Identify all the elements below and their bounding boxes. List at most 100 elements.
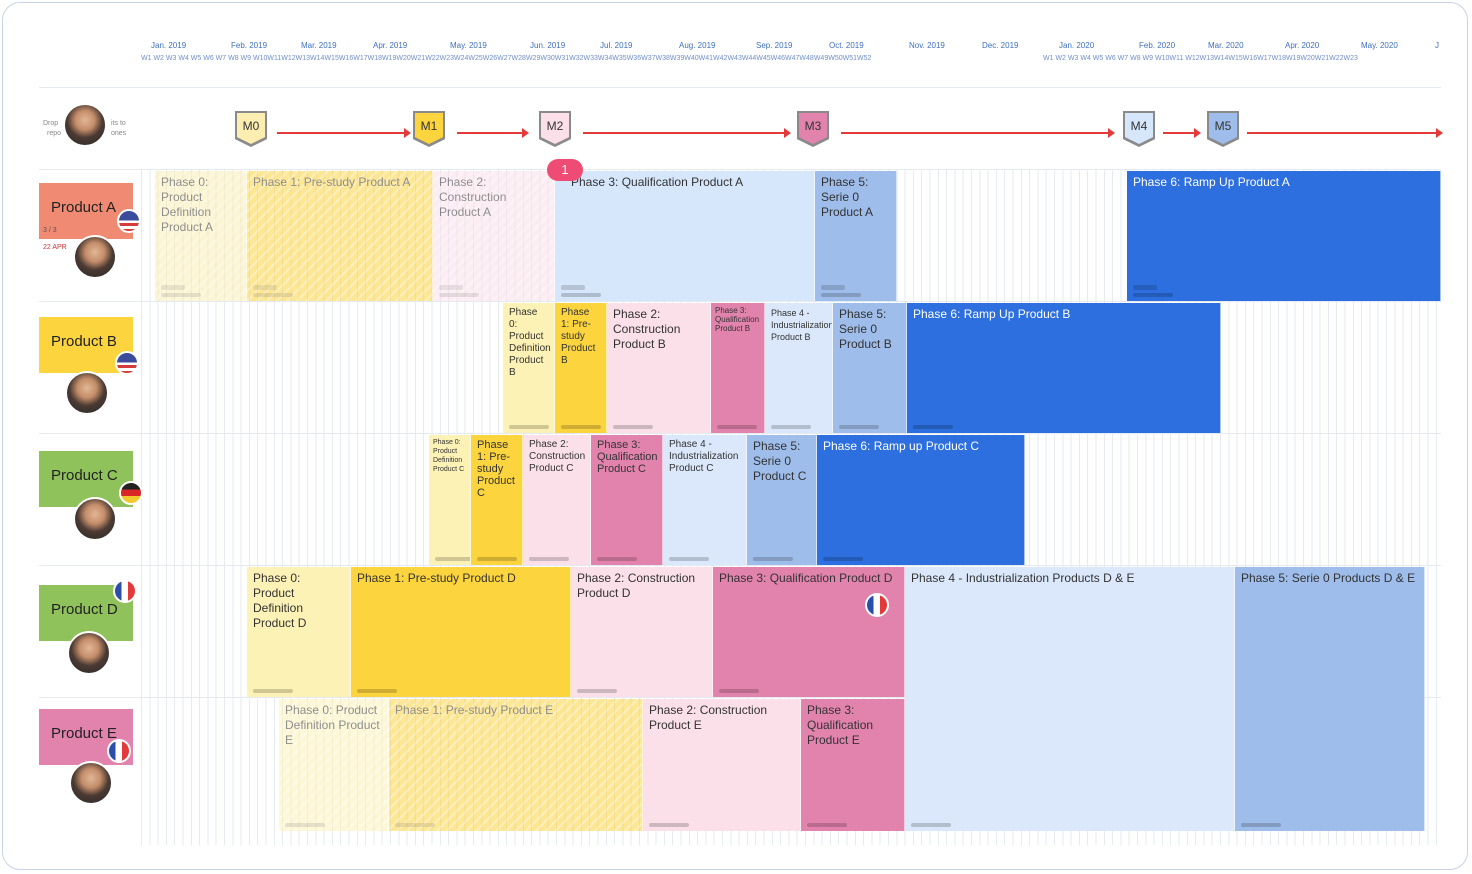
phase-title: Phase 3: Qualification Product D (719, 571, 893, 585)
milestone-label: M5 (1209, 113, 1237, 144)
phase-card[interactable]: Phase 2: Construction Product A (433, 171, 555, 301)
phase-card[interactable]: Phase 5: Serie 0 Product A (815, 171, 897, 301)
product-label-a[interactable]: Product A (39, 183, 133, 239)
phase-card[interactable]: Phase 1: Pre-study Product B (555, 303, 607, 433)
phase-card[interactable]: Phase 2: Construction Product D (571, 567, 713, 697)
phase-card[interactable]: Phase 0: Product Definition Product E (279, 699, 389, 831)
month-label: May. 2019 (450, 41, 487, 50)
phase-card[interactable]: Phase 3: Qualification Product B (711, 303, 765, 433)
month-label: Jan. 2019 (151, 41, 187, 50)
milestone-m2[interactable]: M2 (539, 111, 571, 147)
phase-card[interactable]: Phase 3: Qualification Product E (801, 699, 905, 831)
phase-card[interactable]: Phase 2: Construction Product C (523, 435, 591, 565)
milestone-label: M1 (415, 113, 443, 144)
arrow-m1-m2 (457, 128, 529, 138)
phase-card[interactable]: Phase 3: Qualification Product C (591, 435, 663, 565)
phase-title: Phase 1: Pre-study Product A (253, 175, 411, 189)
phase-title: Phase 2: Construction Product C (529, 439, 586, 474)
phase-card[interactable]: Phase 5: Serie 0 Product B (833, 303, 907, 433)
phase-card[interactable]: Phase 2: Construction Product B (607, 303, 711, 433)
month-label: Oct. 2019 (829, 41, 864, 50)
notification-badge[interactable]: 1 (547, 159, 583, 181)
product-e-avatar[interactable] (69, 761, 113, 805)
row-divider (39, 433, 1441, 434)
milestone-label: M0 (237, 113, 265, 144)
fr-flag-icon (107, 739, 131, 763)
milestone-m3[interactable]: M3 (797, 111, 829, 147)
phase-card[interactable]: Phase 6: Ramp Up Product A (1127, 171, 1441, 301)
month-label: Jun. 2019 (530, 41, 566, 50)
month-label: Jul. 2019 (600, 41, 633, 50)
phase-card[interactable]: Phase 6: Ramp Up Product B (907, 303, 1221, 433)
phase-card[interactable]: Phase 5: Serie 0 Product C (747, 435, 817, 565)
phase-title: Phase 1: Pre-study Product E (395, 703, 554, 717)
phase-card[interactable]: Phase 3: Qualification Product A (555, 171, 815, 301)
phase-card[interactable]: Phase 4 - Industrialization Product C (663, 435, 747, 565)
phase-card[interactable]: Phase 5: Serie 0 Products D & E (1235, 567, 1425, 831)
product-d-avatar[interactable] (67, 631, 111, 675)
phase-card[interactable]: Phase 4 - Industrialization Product B (765, 303, 833, 433)
week-labels-2019: W1 W2 W3 W4 W5 W6 W7 W8 W9 W10W11W12W13W… (141, 55, 872, 62)
phase-title: Phase 6: Ramp up Product C (823, 439, 980, 453)
phase-title: Phase 3: Qualification Product C (597, 439, 658, 475)
owner-avatar[interactable] (63, 103, 107, 147)
phase-card[interactable]: Phase 3: Qualification Product D (713, 567, 905, 697)
phase-title: Phase 2: Construction Product B (613, 307, 681, 351)
us-flag-icon (117, 209, 141, 233)
arrow-m5-end (1247, 128, 1443, 138)
phase-title: Phase 2: Construction Product E (649, 703, 768, 732)
month-label: Dec. 2019 (982, 41, 1019, 50)
phase-card[interactable]: Phase 1: Pre-study Product D (351, 567, 571, 697)
drop-reports-hint-c: its to (111, 120, 126, 127)
phase-title: Phase 6: Ramp Up Product A (1133, 175, 1290, 189)
phase-card[interactable]: Phase 0: Product Definition Product A (155, 171, 247, 301)
phase-card[interactable]: Phase 2: Construction Product E (643, 699, 801, 831)
product-b-avatar[interactable] (65, 371, 109, 415)
month-label: Nov. 2019 (909, 41, 945, 50)
milestone-label: M4 (1125, 113, 1153, 144)
phase-title: Phase 1: Pre-study Product C (477, 439, 515, 499)
phase-title: Phase 2: Construction Product D (577, 571, 696, 600)
month-label: Mar. 2020 (1208, 41, 1244, 50)
milestone-m4[interactable]: M4 (1123, 111, 1155, 147)
month-label: Feb. 2019 (231, 41, 268, 50)
phase-card[interactable]: Phase 0: Product Definition Product B (503, 303, 555, 433)
phase-title: Phase 4 - Industrialization Products D &… (911, 571, 1135, 585)
month-label: Apr. 2020 (1285, 41, 1320, 50)
row-divider (39, 565, 1441, 566)
phase-title: Phase 5: Serie 0 Product C (753, 439, 807, 483)
week-labels-2020: W1 W2 W3 W4 W5 W6 W7 W8 W9 W10W11 W12W13… (1043, 55, 1358, 62)
phase-card[interactable]: Phase 0: Product Definition Product C (429, 435, 471, 565)
month-label: Sep. 2019 (756, 41, 793, 50)
phase-title: Phase 0: Product Definition Product E (285, 703, 380, 747)
milestone-m5[interactable]: M5 (1207, 111, 1239, 147)
de-flag-icon (119, 481, 143, 505)
milestone-label: M3 (799, 113, 827, 144)
phase-card[interactable]: Phase 0: Product Definition Product D (247, 567, 351, 697)
phase-title: Phase 1: Pre-study Product D (357, 571, 516, 585)
phase-title: Phase 3: Qualification Product B (715, 306, 760, 333)
month-label: Feb. 2020 (1139, 41, 1176, 50)
phase-title: Phase 0: Product Definition Product B (509, 307, 551, 378)
month-label: Jan. 2020 (1059, 41, 1095, 50)
arrow-m3-m4 (841, 128, 1115, 138)
phase-card[interactable]: Phase 6: Ramp up Product C (817, 435, 1025, 565)
drop-reports-hint-b: repo (47, 130, 62, 137)
phase-card[interactable]: Phase 1: Pre-study Product C (471, 435, 523, 565)
milestone-m0[interactable]: M0 (235, 111, 267, 147)
phase-card[interactable]: Phase 1: Pre-study Product E (389, 699, 643, 831)
phase-title: Phase 0: Product Definition Product D (253, 571, 307, 630)
phase-title: Phase 5: Serie 0 Products D & E (1241, 571, 1416, 585)
milestone-m1[interactable]: M1 (413, 111, 445, 147)
phase-title: Phase 2: Construction Product A (439, 175, 507, 219)
phase-card[interactable]: Phase 4 - Industrialization Products D &… (905, 567, 1235, 831)
phase-title: Phase 4 - Industrialization Product C (669, 439, 739, 474)
product-c-avatar[interactable] (73, 497, 117, 541)
drop-reports-hint-a: Drop (43, 120, 59, 127)
phase-card[interactable]: Phase 1: Pre-study Product A (247, 171, 433, 301)
product-a-avatar[interactable] (73, 235, 117, 279)
arrow-m4-m5 (1163, 128, 1201, 138)
month-label: May. 2020 (1361, 41, 1398, 50)
fr-flag-icon (865, 593, 889, 617)
